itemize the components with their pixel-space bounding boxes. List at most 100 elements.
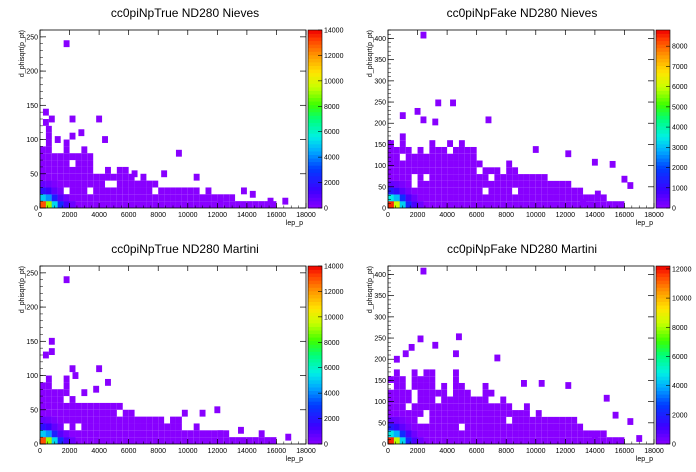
histogram-bin [146,201,153,208]
colorbar-swatch [656,129,670,134]
histogram-bin [488,180,495,188]
histogram-bin [105,437,111,444]
histogram-bin [57,409,64,417]
histogram-bin [116,180,123,188]
histogram-bin [69,430,76,438]
histogram-bin [87,416,94,424]
histogram-bin [388,180,394,188]
histogram-bin [423,376,430,383]
colorbar-swatch [308,330,322,335]
histogram-bin [223,194,230,202]
x-tick-label: 18000 [296,448,316,455]
histogram-bin [500,416,507,424]
histogram-bin [45,180,52,188]
histogram-bin [594,437,601,444]
colorbar-swatch [308,147,322,152]
histogram-bin [458,396,465,404]
colorbar-swatch [656,108,670,113]
histogram-bin [175,187,182,195]
histogram-bin [388,140,394,147]
histogram-bin [535,410,542,417]
histogram-bin [565,201,572,208]
histogram-bin [453,389,459,397]
histogram-bin [187,194,194,202]
histogram-bin [482,174,489,181]
histogram-bin [470,180,477,188]
histogram-bin [506,160,513,168]
y-axis-label: d_phisqrt(p_pt) [367,30,374,77]
x-tick-label: 6000 [121,212,137,219]
histogram-bin [429,403,436,411]
colorbar-swatch [656,136,670,141]
histogram-bin [240,437,247,444]
colorbar-swatch [656,111,670,116]
histogram-bin [240,201,247,208]
histogram-bin [512,194,519,202]
histogram-bin [627,182,634,189]
histogram-bin [583,430,589,438]
histogram-bin [553,194,560,202]
colorbar-swatch [656,365,670,370]
histogram-bin [417,146,424,154]
colorbar-swatch [656,94,670,99]
histogram-bin [69,402,76,410]
histogram-bin [441,389,448,397]
histogram-bin [57,166,64,174]
histogram-bin [453,187,459,195]
histogram-bin [116,173,123,181]
histogram-bin [429,369,436,377]
histogram-bin [63,437,70,444]
histogram-bin [45,382,52,390]
histogram-bin [532,146,539,153]
colorbar-swatch [656,122,670,127]
histogram-bin [458,416,465,424]
histogram-bin [470,187,477,195]
histogram-bin [93,194,100,202]
histogram-bin [69,396,76,403]
y-tick-label: 50 [30,171,38,178]
histogram-bin [529,416,536,424]
histogram-bin [423,167,430,175]
histogram-bin [423,187,430,195]
histogram-bin [464,410,471,417]
histogram-bin [518,180,524,188]
histogram-bin [69,365,76,373]
histogram-bin [69,115,76,123]
colorbar-swatch [308,397,322,402]
histogram-bin [453,437,459,444]
histogram-bin [559,416,566,424]
histogram-bin [388,403,394,411]
histogram-bin [181,201,188,208]
histogram-bin [105,194,111,202]
colorbar-swatch [656,161,670,166]
colorbar-swatch [308,183,322,188]
histogram-bin [223,430,230,438]
histogram-bin [393,396,400,404]
histogram-bin [193,437,200,444]
histogram-bin [57,187,64,195]
colorbar-swatch [656,369,670,374]
histogram-bin [453,167,459,175]
histogram-bin [506,180,513,188]
histogram-bin [399,201,406,208]
histogram-bin [583,201,589,208]
histogram-bin [45,153,52,161]
histogram-bin [240,187,247,195]
histogram-bin [494,410,501,417]
y-tick-label: 50 [30,407,38,414]
colorbar-swatch [308,276,322,281]
histogram-bin [571,437,578,444]
histogram-bin [500,437,507,444]
histogram-bin [429,423,436,431]
histogram-bin [506,403,513,411]
histogram-bin [417,335,424,343]
histogram-bin [399,194,406,202]
histogram-bin [470,416,477,424]
colorbar-swatch [308,383,322,388]
colorbar-swatch [656,280,670,285]
histogram-bin [181,194,188,202]
histogram-bin [535,437,542,444]
histogram-bin [565,194,572,202]
histogram-bin [547,423,554,431]
histogram-bin [51,180,58,188]
